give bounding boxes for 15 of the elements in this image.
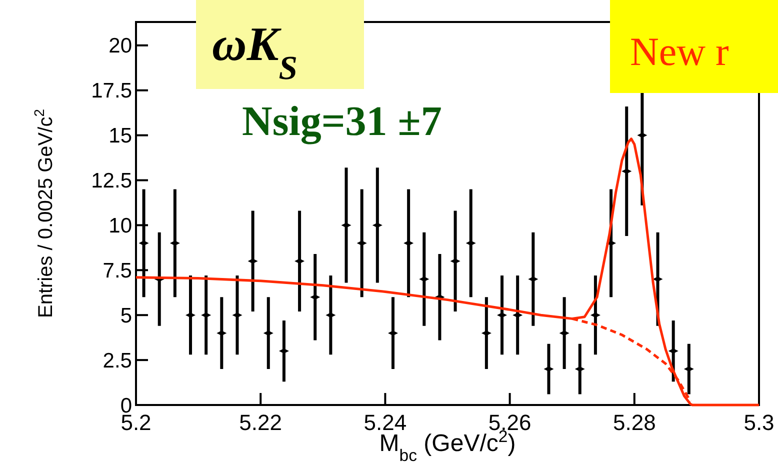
y-tick-label: 17.5 xyxy=(91,80,132,103)
x-tick-label: 5.22 xyxy=(239,410,282,435)
line-series xyxy=(570,317,692,403)
x-tick-label: 5.3 xyxy=(744,410,774,435)
y-tick-label: 5 xyxy=(120,304,132,328)
y-tick-label: 20 xyxy=(108,34,132,58)
y-tick-label: 2.5 xyxy=(102,349,132,372)
y-tick-label: 10 xyxy=(108,214,132,238)
y-tick-label: 15 xyxy=(108,124,132,148)
annotation: New r xyxy=(630,29,729,74)
y-tick-label: 7.5 xyxy=(102,259,132,282)
y-tick-label: 12.5 xyxy=(91,170,132,193)
x-tick-label: 5.28 xyxy=(612,410,656,435)
annotation: ωK$_{S}$ xyxy=(212,18,298,86)
annotation: Nsig=31 ±7 xyxy=(242,99,442,145)
